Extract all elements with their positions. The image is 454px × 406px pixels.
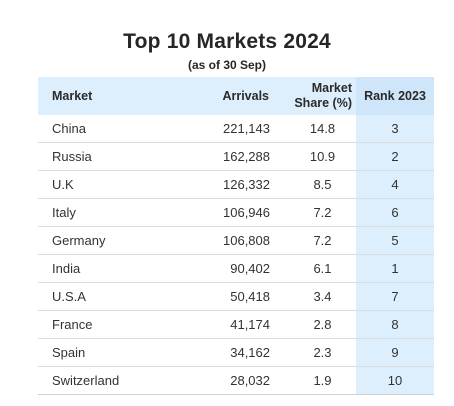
market-cell: Switzerland <box>52 373 120 388</box>
rank-2023-cell: 2 <box>356 143 434 170</box>
table-row: Russia 162,288 10.9 2 <box>38 143 434 171</box>
rank-2023-cell: 5 <box>356 227 434 254</box>
header-market-share-line1: Market <box>311 81 352 95</box>
header-market: Market <box>52 89 93 103</box>
market-cell: India <box>52 261 81 276</box>
arrivals-cell: 34,162 <box>230 345 270 360</box>
header-rank-2023: Rank 2023 <box>356 77 434 115</box>
table-row: U.S.A 50,418 3.4 7 <box>38 283 434 311</box>
table-row: France 41,174 2.8 8 <box>38 311 434 339</box>
market-cell: Italy <box>52 205 76 220</box>
markets-table: Market Arrivals Market Share (%) Rank 20… <box>38 77 434 395</box>
market-share-cell: 8.5 <box>313 177 332 192</box>
table-header-row: Market Arrivals Market Share (%) Rank 20… <box>38 77 434 115</box>
table-body: China 221,143 14.8 3 Russia 162,288 10.9 2 U.K 12… <box>38 115 434 395</box>
page-title: Top 10 Markets 2024 <box>123 30 331 53</box>
market-cell: U.S.A <box>52 289 86 304</box>
arrivals-cell: 28,032 <box>230 373 270 388</box>
arrivals-cell: 106,946 <box>223 205 270 220</box>
market-cell: Germany <box>52 233 106 248</box>
rank-2023-cell: 3 <box>356 115 434 142</box>
rank-2023-cell: 1 <box>356 255 434 282</box>
market-share-cell: 3.4 <box>313 289 332 304</box>
market-cell: China <box>52 121 86 136</box>
market-share-cell: 14.8 <box>309 121 336 136</box>
market-share-cell: 6.1 <box>313 261 332 276</box>
arrivals-cell: 221,143 <box>223 121 270 136</box>
market-share-cell: 2.8 <box>313 317 332 332</box>
table-row: China 221,143 14.8 3 <box>38 115 434 143</box>
page-subtitle: (as of 30 Sep) <box>187 58 267 72</box>
table-row: Switzerland 28,032 1.9 10 <box>38 367 434 395</box>
header-arrivals: Arrivals <box>222 89 269 103</box>
rank-2023-cell: 7 <box>356 283 434 310</box>
rank-2023-cell: 6 <box>356 199 434 226</box>
arrivals-cell: 106,808 <box>223 233 270 248</box>
table-row: Italy 106,946 7.2 6 <box>38 199 434 227</box>
arrivals-cell: 126,332 <box>223 177 270 192</box>
rank-2023-cell: 9 <box>356 339 434 366</box>
market-cell: Spain <box>52 345 86 360</box>
table-row: Spain 34,162 2.3 9 <box>38 339 434 367</box>
table-row: India 90,402 6.1 1 <box>38 255 434 283</box>
rank-2023-cell: 8 <box>356 311 434 338</box>
header-market-share-line2: Share (%) <box>294 96 352 110</box>
arrivals-cell: 41,174 <box>230 317 270 332</box>
market-cell: France <box>52 317 93 332</box>
market-share-cell: 7.2 <box>313 233 332 248</box>
table-row: U.K 126,332 8.5 4 <box>38 171 434 199</box>
header-market-share: Market Share (%) <box>271 77 356 115</box>
market-share-cell: 2.3 <box>313 345 332 360</box>
rank-2023-cell: 4 <box>356 171 434 198</box>
arrivals-cell: 162,288 <box>223 149 270 164</box>
arrivals-cell: 50,418 <box>230 289 270 304</box>
rank-2023-cell: 10 <box>356 367 434 394</box>
arrivals-cell: 90,402 <box>230 261 270 276</box>
market-cell: U.K <box>52 177 74 192</box>
table-row: Germany 106,808 7.2 5 <box>38 227 434 255</box>
market-share-cell: 10.9 <box>309 149 336 164</box>
market-cell: Russia <box>52 149 92 164</box>
market-share-cell: 1.9 <box>313 373 332 388</box>
market-share-cell: 7.2 <box>313 205 332 220</box>
